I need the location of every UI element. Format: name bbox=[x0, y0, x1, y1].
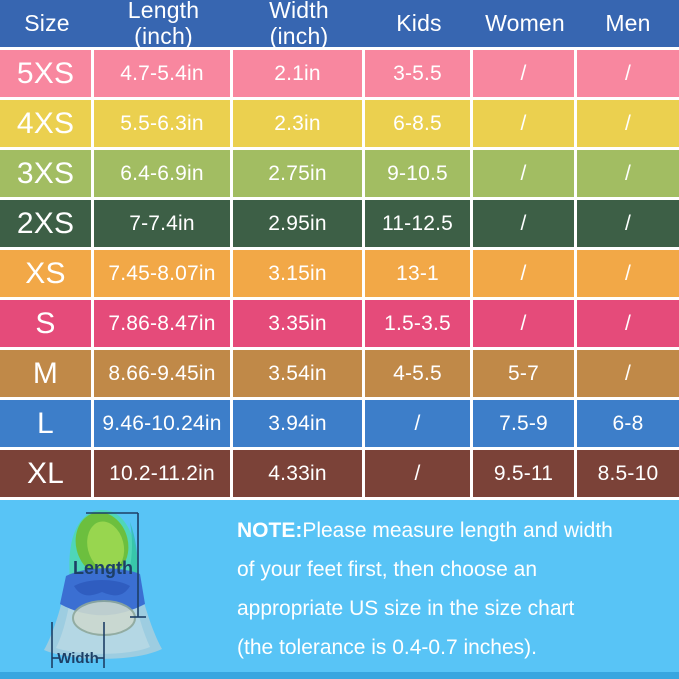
size-value: XS bbox=[0, 250, 94, 297]
note-line: NOTE:Please measure length and width bbox=[237, 519, 613, 542]
note-line: appropriate US size in the size chart bbox=[237, 597, 575, 620]
table-row-xl: XL 10.2-11.2in 4.33in / 9.5-11 8.5-10 bbox=[0, 447, 679, 497]
width-measure bbox=[51, 622, 105, 668]
length-value: 10.2-11.2in bbox=[94, 450, 233, 497]
length-value: 9.46-10.24in bbox=[94, 400, 233, 447]
width-value: 3.54in bbox=[233, 350, 365, 397]
size-value: 3XS bbox=[0, 150, 94, 197]
size-value: 2XS bbox=[0, 200, 94, 247]
size-value: M bbox=[0, 350, 94, 397]
note-line: (the tolerance is 0.4-0.7 inches). bbox=[237, 636, 537, 659]
column-header-width: Width (inch) bbox=[269, 0, 329, 49]
length-value: 7.45-8.07in bbox=[94, 250, 233, 297]
note-line: of your feet first, then choose an bbox=[237, 558, 538, 581]
note-text: NOTE:Please measure length and width of … bbox=[237, 511, 667, 667]
fin-blue-band-detail bbox=[74, 580, 130, 596]
kids-value: 9-10.5 bbox=[365, 150, 473, 197]
men-value: / bbox=[624, 211, 632, 235]
men-value: / bbox=[624, 311, 632, 335]
note-panel: Length Width NOTE:Please measure length … bbox=[0, 500, 679, 679]
length-label: Length bbox=[73, 558, 133, 578]
men-value: 8.5-10 bbox=[597, 461, 659, 485]
men-value: / bbox=[624, 111, 632, 135]
width-value: 2.75in bbox=[233, 150, 365, 197]
size-value: XL bbox=[0, 450, 94, 497]
kids-value: 3-5.5 bbox=[365, 50, 473, 97]
table-row-m: M 8.66-9.45in 3.54in 4-5.5 5-7 / bbox=[0, 347, 679, 397]
kids-value: / bbox=[365, 450, 473, 497]
women-value: 7.5-9 bbox=[473, 400, 577, 447]
men-value: / bbox=[624, 361, 632, 385]
width-value: 3.35in bbox=[233, 300, 365, 347]
length-value: 5.5-6.3in bbox=[94, 100, 233, 147]
column-header-men: Men bbox=[605, 9, 651, 36]
length-value: 7.86-8.47in bbox=[94, 300, 233, 347]
fin-opening-inner bbox=[87, 521, 125, 571]
bottom-edge-strip bbox=[0, 672, 679, 679]
table-row-xs: XS 7.45-8.07in 3.15in 13-1 / / bbox=[0, 247, 679, 297]
column-header-women: Women bbox=[485, 9, 565, 36]
size-value: 5XS bbox=[0, 50, 94, 97]
column-header-kids: Kids bbox=[396, 9, 442, 36]
length-value: 7-7.4in bbox=[94, 200, 233, 247]
fin-illustration: Length Width bbox=[0, 500, 232, 672]
table-row-s: S 7.86-8.47in 3.35in 1.5-3.5 / / bbox=[0, 297, 679, 347]
table-row-2xs: 2XS 7-7.4in 2.95in 11-12.5 / / bbox=[0, 197, 679, 247]
women-value: / bbox=[473, 100, 577, 147]
men-value: / bbox=[624, 161, 632, 185]
table-row-5xs: 5XS 4.7-5.4in 2.1in 3-5.5 / / bbox=[0, 47, 679, 97]
width-value: 2.3in bbox=[233, 100, 365, 147]
kids-value: 1.5-3.5 bbox=[365, 300, 473, 347]
size-table: Size Length (inch) Width (inch) Kids Wom… bbox=[0, 0, 679, 497]
kids-value: 13-1 bbox=[365, 250, 473, 297]
width-value: 3.94in bbox=[233, 400, 365, 447]
column-header-size: Size bbox=[24, 9, 70, 36]
kids-value: 4-5.5 bbox=[365, 350, 473, 397]
width-value: 4.33in bbox=[233, 450, 365, 497]
women-value: 5-7 bbox=[473, 350, 577, 397]
women-value: / bbox=[473, 150, 577, 197]
width-value: 2.95in bbox=[233, 200, 365, 247]
length-measure bbox=[86, 512, 146, 618]
table-row-4xs: 4XS 5.5-6.3in 2.3in 6-8.5 / / bbox=[0, 97, 679, 147]
size-value: 4XS bbox=[0, 100, 94, 147]
note-prefix: NOTE: bbox=[237, 519, 303, 542]
kids-value: 6-8.5 bbox=[365, 100, 473, 147]
table-row-3xs: 3XS 6.4-6.9in 2.75in 9-10.5 / / bbox=[0, 147, 679, 197]
table-row-l: L 9.46-10.24in 3.94in / 7.5-9 6-8 bbox=[0, 397, 679, 447]
length-value: 8.66-9.45in bbox=[94, 350, 233, 397]
width-value: 3.15in bbox=[233, 250, 365, 297]
length-value: 4.7-5.4in bbox=[94, 50, 233, 97]
length-value: 6.4-6.9in bbox=[94, 150, 233, 197]
column-header-length: Length (inch) bbox=[127, 0, 200, 49]
women-value: / bbox=[473, 300, 577, 347]
table-header-row: Size Length (inch) Width (inch) Kids Wom… bbox=[0, 0, 679, 49]
size-value: L bbox=[0, 400, 94, 447]
men-value: / bbox=[624, 61, 632, 85]
kids-value: / bbox=[365, 400, 473, 447]
women-value: / bbox=[473, 50, 577, 97]
width-label: Width bbox=[57, 650, 99, 667]
size-value: S bbox=[0, 300, 94, 347]
men-value: 6-8 bbox=[612, 411, 644, 435]
kids-value: 11-12.5 bbox=[365, 200, 473, 247]
men-value: / bbox=[624, 261, 632, 285]
women-value: / bbox=[473, 200, 577, 247]
width-value: 2.1in bbox=[233, 50, 365, 97]
women-value: 9.5-11 bbox=[473, 450, 577, 497]
fin-pocket-teal-shadow bbox=[124, 522, 139, 585]
women-value: / bbox=[473, 250, 577, 297]
